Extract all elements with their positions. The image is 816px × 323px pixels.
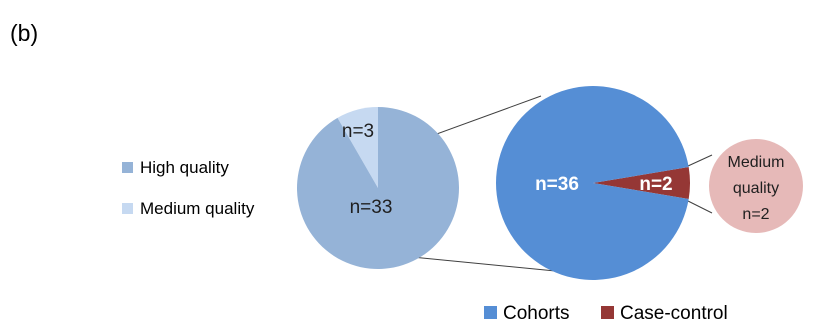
legend-label-case-control: Case-control [620, 303, 728, 323]
pie-slice-medium-quality [337, 107, 378, 188]
legend-swatch-cohorts [484, 306, 497, 319]
data-label-line-1: Medium [728, 154, 785, 171]
pie-slice-high-quality [296, 107, 459, 269]
data-label-line-2: quality [733, 180, 779, 197]
pie-slice-cohorts [495, 85, 689, 280]
legend-label-high-quality: High quality [140, 158, 229, 177]
data-label-high-quality: n=33 [350, 197, 393, 218]
pie-study-design: n=36 n=2 [495, 85, 691, 280]
data-label-line-3: n=2 [742, 206, 769, 223]
panel-label: (b) [10, 20, 38, 46]
legend-swatch-high-quality [122, 162, 133, 173]
legend-swatch-medium-quality [122, 203, 133, 214]
legend-study-design: Cohorts Case-control [484, 303, 728, 323]
data-label-cohorts: n=36 [535, 174, 579, 195]
legend-label-cohorts: Cohorts [503, 303, 570, 323]
data-label-case-control: n=2 [639, 174, 672, 195]
connector-line-bottom-2 [687, 200, 713, 214]
legend-swatch-case-control [601, 306, 614, 319]
connector-line-top-2 [687, 154, 713, 167]
pie-slice-case-control [593, 167, 691, 199]
legend-label-medium-quality: Medium quality [140, 199, 255, 218]
data-label-medium-quality: n=3 [342, 121, 374, 142]
pie-case-control-quality: Medium quality n=2 [709, 139, 803, 233]
pie-quality: n=3 n=33 [296, 107, 459, 269]
pie-slice-medium-quality [709, 139, 803, 233]
legend-quality: High quality Medium quality [122, 158, 255, 218]
